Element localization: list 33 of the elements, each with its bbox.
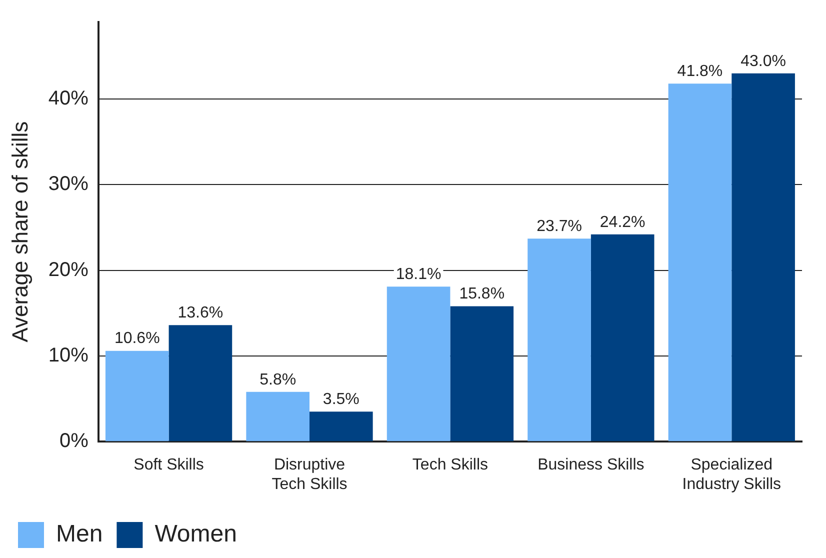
bar: [668, 84, 732, 442]
x-tick-label: Disruptive Tech Skills: [272, 456, 348, 493]
x-tick-label: Business Skills: [538, 456, 644, 474]
bar: [386, 286, 450, 442]
data-label: 41.8%: [677, 63, 723, 80]
y-tick-label: 20%: [48, 258, 89, 281]
y-tick-label: 30%: [48, 173, 89, 196]
legend-label: Women: [154, 520, 237, 548]
y-tick-label: 0%: [60, 430, 89, 452]
y-tick-label: 40%: [48, 88, 89, 110]
bar: [246, 392, 310, 442]
data-label: 23.7%: [536, 218, 582, 236]
x-tick-label: Specialized Industry Skills: [682, 456, 781, 493]
bar: [105, 350, 169, 442]
data-label: 43.0%: [740, 52, 786, 70]
y-tick-label: 10%: [48, 344, 89, 366]
data-label: 24.2%: [600, 214, 646, 231]
x-tick-label: Tech Skills: [412, 456, 488, 474]
data-label: 3.5%: [322, 391, 360, 408]
data-label: 15.8%: [459, 286, 505, 303]
legend-label: Men: [56, 520, 103, 548]
data-label: 13.6%: [178, 304, 224, 322]
x-tick-label: Soft Skills: [134, 456, 204, 474]
bar: [310, 412, 373, 442]
bar: [590, 234, 654, 442]
data-label: 18.1%: [396, 266, 442, 284]
data-label: 5.8%: [260, 371, 296, 388]
bar: [168, 325, 232, 442]
bar: [450, 306, 514, 442]
bar: [528, 238, 591, 442]
y-axis-title: Average share of skills: [7, 121, 32, 342]
bar: [732, 73, 795, 442]
data-label: 10.6%: [114, 330, 160, 348]
